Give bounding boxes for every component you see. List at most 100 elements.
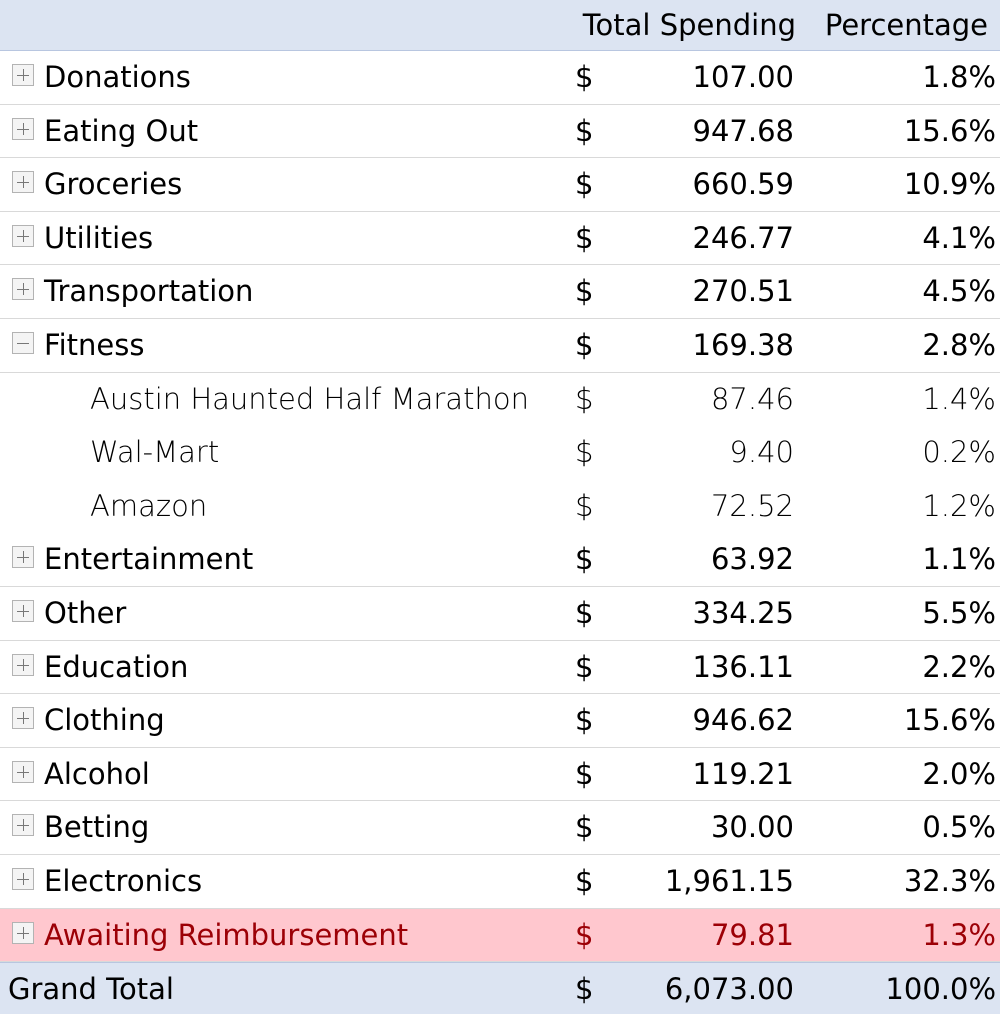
row-percentage: 15.6% xyxy=(903,113,996,148)
row-percentage: 0.2% xyxy=(922,435,996,470)
table-subrow[interactable]: Wal-Mart $9.40 0.2% xyxy=(0,426,1000,480)
row-label: Austin Haunted Half Marathon xyxy=(90,381,529,416)
table-row[interactable]: Other $334.25 5.5% xyxy=(0,587,1000,641)
row-amount: 30.00 xyxy=(710,810,794,845)
currency-symbol: $ xyxy=(575,220,594,255)
expand-icon[interactable] xyxy=(12,64,34,86)
expand-icon[interactable] xyxy=(12,599,34,622)
expand-icon[interactable] xyxy=(12,707,34,730)
row-label: Wal-Mart xyxy=(90,435,220,470)
currency-symbol: $ xyxy=(575,649,594,684)
row-amount: 87.46 xyxy=(710,381,794,416)
grand-total-amount: 6,073.00 xyxy=(664,972,794,1007)
row-label: Entertainment xyxy=(44,542,254,577)
row-percentage: 5.5% xyxy=(922,595,996,630)
row-label: Transportation xyxy=(44,274,254,309)
currency-symbol: $ xyxy=(575,113,594,148)
table-row[interactable]: Electronics $1,961.15 32.3% xyxy=(0,855,1000,909)
row-amount: 169.38 xyxy=(692,327,794,362)
currency-symbol: $ xyxy=(575,488,594,523)
collapse-icon[interactable] xyxy=(12,331,34,354)
currency-symbol: $ xyxy=(575,167,594,202)
row-amount: 63.92 xyxy=(710,542,794,577)
currency-symbol: $ xyxy=(575,972,594,1007)
row-percentage: 2.0% xyxy=(922,756,996,791)
row-amount: 947.68 xyxy=(692,113,794,148)
row-label: Alcohol xyxy=(44,756,150,791)
expand-icon[interactable] xyxy=(12,867,34,890)
row-percentage: 2.8% xyxy=(922,327,996,362)
row-label: Utilities xyxy=(44,220,154,255)
currency-symbol: $ xyxy=(575,703,594,738)
table-body: Donations $107.00 1.8% Eating Out $947.68 15.… xyxy=(0,51,1000,963)
row-percentage: 10.9% xyxy=(903,167,996,202)
currency-symbol: $ xyxy=(575,274,594,309)
expand-icon[interactable] xyxy=(12,224,34,247)
row-amount: 270.51 xyxy=(692,274,794,309)
grand-total-row: Grand Total $ 6,073.00 100.0% xyxy=(0,962,1000,1015)
row-label: Other xyxy=(44,595,127,630)
expand-icon[interactable] xyxy=(12,278,34,301)
row-percentage: 1.8% xyxy=(922,60,996,94)
row-amount: 119.21 xyxy=(692,756,794,791)
table-row[interactable]: Utilities $246.77 4.1% xyxy=(0,212,1000,266)
expand-icon[interactable] xyxy=(12,546,34,569)
row-percentage: 1.4% xyxy=(922,381,996,416)
expand-icon[interactable] xyxy=(12,760,34,783)
row-percentage: 1.1% xyxy=(922,542,996,577)
row-percentage: 15.6% xyxy=(903,703,996,738)
table-subrow[interactable]: Amazon $72.52 1.2% xyxy=(0,480,1000,534)
currency-symbol: $ xyxy=(575,595,594,630)
row-percentage: 32.3% xyxy=(903,863,996,898)
header-percentage[interactable]: Percentage xyxy=(824,8,988,42)
table-row[interactable]: Eating Out $947.68 15.6% xyxy=(0,105,1000,159)
row-label: Clothing xyxy=(44,703,165,738)
row-amount: 946.62 xyxy=(692,703,794,738)
row-amount: 246.77 xyxy=(692,220,794,255)
table-row[interactable]: Education $136.11 2.2% xyxy=(0,641,1000,695)
row-label: Electronics xyxy=(44,863,203,898)
currency-symbol: $ xyxy=(575,917,594,952)
expand-icon[interactable] xyxy=(12,653,34,676)
row-label: Groceries xyxy=(44,167,183,202)
row-percentage: 2.2% xyxy=(922,649,996,684)
row-amount: 9.40 xyxy=(729,435,794,470)
table-subrow[interactable]: Austin Haunted Half Marathon $87.46 1.4% xyxy=(0,373,1000,427)
row-percentage: 0.5% xyxy=(922,810,996,845)
expand-icon[interactable] xyxy=(12,814,34,837)
table-row[interactable]: Awaiting Reimbursement $79.81 1.3% xyxy=(0,908,1000,963)
header-total-spending[interactable]: Total Spending xyxy=(582,8,796,42)
table-row[interactable]: Betting $30.00 0.5% xyxy=(0,801,1000,855)
table-row[interactable]: Groceries $660.59 10.9% xyxy=(0,158,1000,212)
row-percentage: 4.1% xyxy=(922,220,996,255)
row-label: Betting xyxy=(44,810,150,845)
row-label: Fitness xyxy=(44,327,145,362)
row-amount: 79.81 xyxy=(710,917,794,952)
expand-icon[interactable] xyxy=(12,117,34,140)
grand-total-label: Grand Total xyxy=(8,972,174,1007)
row-label: Amazon xyxy=(90,488,208,523)
currency-symbol: $ xyxy=(575,60,594,94)
grand-total-percentage: 100.0% xyxy=(885,972,996,1007)
expand-icon[interactable] xyxy=(12,171,34,194)
table-row[interactable]: Clothing $946.62 15.6% xyxy=(0,694,1000,748)
row-amount: 334.25 xyxy=(692,595,794,630)
expand-icon[interactable] xyxy=(12,921,34,944)
table-row[interactable]: Entertainment $63.92 1.1% xyxy=(0,533,1000,587)
table-row[interactable]: Donations $107.00 1.8% xyxy=(0,51,1000,105)
currency-symbol: $ xyxy=(575,327,594,362)
currency-symbol: $ xyxy=(575,435,594,470)
currency-symbol: $ xyxy=(575,756,594,791)
currency-symbol: $ xyxy=(575,810,594,845)
currency-symbol: $ xyxy=(575,381,594,416)
table-row[interactable]: Transportation $270.51 4.5% xyxy=(0,265,1000,319)
row-percentage: 1.3% xyxy=(922,917,996,952)
table-row[interactable]: Alcohol $119.21 2.0% xyxy=(0,748,1000,802)
row-percentage: 4.5% xyxy=(922,274,996,309)
row-amount: 72.52 xyxy=(710,488,794,523)
currency-symbol: $ xyxy=(575,542,594,577)
table-row[interactable]: Fitness $169.38 2.8% xyxy=(0,319,1000,373)
currency-symbol: $ xyxy=(575,863,594,898)
row-label: Donations xyxy=(44,60,191,94)
